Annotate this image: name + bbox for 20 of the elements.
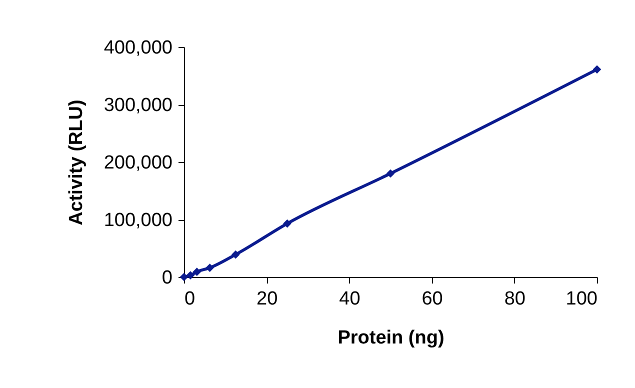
point	[206, 264, 214, 272]
y-tick-label: 200,000	[104, 152, 172, 174]
point	[386, 169, 395, 178]
point	[186, 271, 195, 280]
x-tick-label: 80	[504, 288, 526, 310]
point	[192, 268, 202, 276]
x-axis-title: Protein (ng)	[338, 328, 444, 348]
y-axis-title: Activity (RLU)	[66, 100, 87, 226]
x-tick-label: 40	[339, 288, 360, 310]
y-tick-label: 300,000	[104, 95, 172, 116]
y-tick-label: 400,000	[104, 38, 172, 58]
point	[592, 65, 602, 74]
x-tick-label: 0	[184, 288, 196, 310]
y-tick-label: 0	[162, 268, 172, 288]
x-tick-label: 60	[422, 288, 443, 310]
point	[231, 250, 240, 259]
x-tick-label: 20	[256, 288, 278, 310]
point	[283, 219, 292, 228]
x-tick-label: 100	[566, 288, 598, 310]
y-tick-label: 100,000	[104, 210, 172, 231]
